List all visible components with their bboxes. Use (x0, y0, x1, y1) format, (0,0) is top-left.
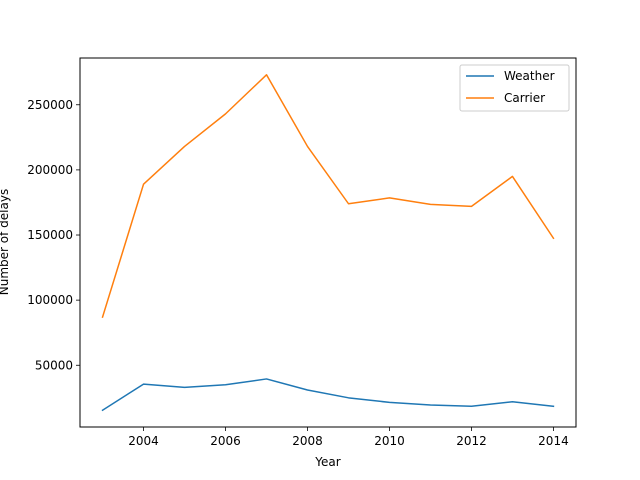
legend-label-carrier: Carrier (504, 91, 545, 105)
plot-lines (101, 74, 555, 412)
y-tick-label: 150000 (27, 228, 73, 242)
x-axis-ticks: 2004 2006 2008 2010 2012 2014 (128, 427, 569, 448)
legend-label-weather: Weather (504, 69, 555, 83)
legend: Weather Carrier (459, 64, 570, 112)
y-axis-ticks: 50000 100000 150000 200000 250000 (27, 98, 80, 372)
x-tick-label: 2010 (374, 434, 405, 448)
x-tick-label: 2006 (210, 434, 241, 448)
y-tick-label: 250000 (27, 98, 73, 112)
x-tick-label: 2008 (292, 434, 323, 448)
x-tick-label: 2004 (128, 434, 159, 448)
series-line-weather (101, 378, 555, 412)
x-axis-label: Year (314, 455, 340, 469)
y-tick-label: 50000 (35, 358, 73, 372)
x-tick-label: 2012 (456, 434, 487, 448)
y-tick-label: 200000 (27, 163, 73, 177)
x-tick-label: 2014 (538, 434, 569, 448)
plot-frame (79, 57, 577, 428)
y-axis-label: Number of delays (0, 189, 11, 295)
y-tick-label: 100000 (27, 293, 73, 307)
series-line-carrier (101, 74, 555, 319)
